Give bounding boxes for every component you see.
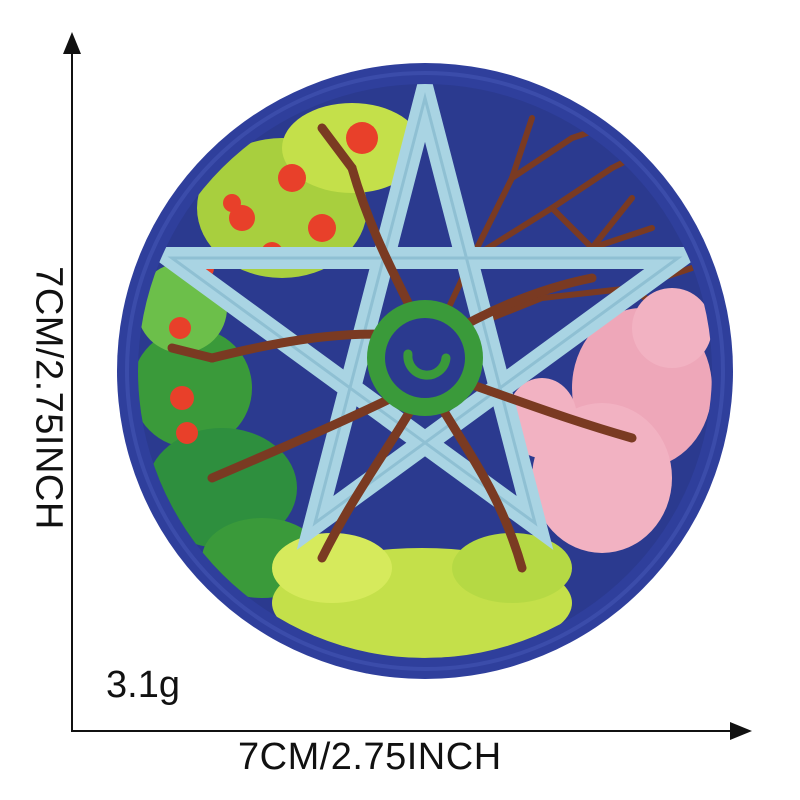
arrow-up-icon <box>63 32 81 54</box>
width-label: 7CM/2.75INCH <box>238 736 502 778</box>
spring-leaves <box>272 533 572 658</box>
center-spiral <box>403 349 451 380</box>
vertical-dimension-axis <box>71 52 73 732</box>
horizontal-dimension-axis <box>71 730 733 732</box>
arrow-right-icon <box>730 722 752 740</box>
weight-label: 3.1g <box>106 664 180 706</box>
height-label: 7CM/2.75INCH <box>27 266 70 530</box>
embroidered-patch-image <box>117 63 733 679</box>
